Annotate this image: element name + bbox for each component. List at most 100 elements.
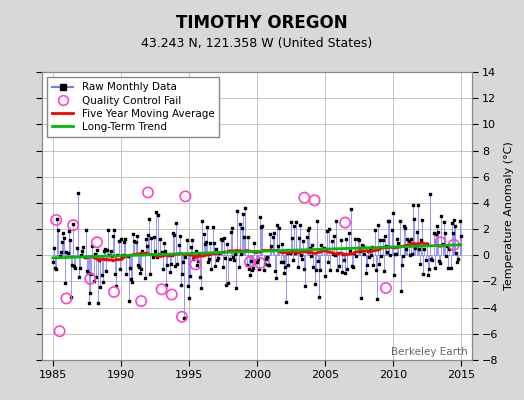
- Point: [83, 268, 91, 274]
- Point: [173, 261, 182, 268]
- Point: [395, 218, 403, 224]
- Point: [411, 245, 420, 252]
- Point: [261, 256, 270, 262]
- Point: [53, 216, 61, 222]
- Point: [191, 248, 200, 254]
- Point: [252, 259, 260, 266]
- Point: [445, 245, 454, 252]
- Point: [331, 252, 339, 258]
- Point: [447, 220, 456, 227]
- Point: [342, 236, 351, 242]
- Point: [443, 243, 451, 250]
- Point: [282, 299, 290, 306]
- Point: [164, 252, 172, 258]
- Point: [224, 280, 233, 286]
- Point: [121, 236, 129, 242]
- Point: [420, 246, 429, 252]
- Point: [223, 241, 232, 247]
- Point: [351, 236, 359, 242]
- Point: [132, 238, 140, 245]
- Point: [159, 266, 167, 272]
- Point: [379, 268, 388, 275]
- Point: [134, 262, 142, 268]
- Point: [322, 246, 330, 253]
- Point: [433, 222, 441, 229]
- Point: [326, 267, 335, 274]
- Point: [104, 226, 113, 233]
- Point: [150, 248, 159, 254]
- Point: [444, 264, 452, 271]
- Point: [86, 290, 94, 296]
- Point: [300, 194, 309, 201]
- Point: [232, 285, 241, 292]
- Point: [233, 208, 242, 214]
- Point: [195, 250, 203, 257]
- Point: [297, 252, 305, 258]
- Point: [95, 257, 103, 264]
- Point: [110, 227, 118, 233]
- Point: [157, 286, 166, 292]
- Point: [274, 242, 282, 249]
- Point: [422, 241, 431, 247]
- Point: [199, 230, 208, 237]
- Point: [291, 250, 300, 256]
- Point: [392, 250, 400, 257]
- Point: [81, 227, 90, 234]
- Point: [365, 254, 373, 261]
- Point: [306, 245, 314, 251]
- Point: [72, 244, 81, 251]
- Point: [357, 295, 365, 302]
- Point: [303, 226, 312, 233]
- Point: [266, 231, 275, 238]
- Point: [436, 260, 444, 266]
- Point: [137, 266, 145, 272]
- Point: [169, 229, 177, 236]
- Point: [163, 262, 171, 268]
- Point: [332, 218, 340, 225]
- Point: [245, 266, 253, 272]
- Point: [345, 248, 354, 255]
- Point: [106, 248, 115, 254]
- Point: [289, 257, 297, 263]
- Point: [302, 234, 311, 241]
- Point: [378, 237, 387, 244]
- Point: [73, 190, 82, 196]
- Point: [215, 250, 224, 256]
- Point: [383, 248, 391, 255]
- Point: [427, 256, 435, 262]
- Point: [363, 262, 371, 268]
- Point: [92, 274, 100, 280]
- Point: [85, 300, 93, 306]
- Point: [286, 250, 294, 256]
- Point: [397, 288, 405, 294]
- Point: [208, 266, 216, 272]
- Point: [138, 248, 147, 254]
- Point: [243, 262, 251, 268]
- Point: [197, 285, 205, 292]
- Point: [97, 272, 106, 278]
- Point: [386, 252, 395, 258]
- Point: [111, 271, 119, 277]
- Point: [247, 258, 255, 264]
- Point: [413, 202, 422, 208]
- Point: [432, 230, 440, 237]
- Point: [373, 296, 381, 302]
- Point: [180, 315, 189, 321]
- Point: [128, 278, 136, 285]
- Point: [160, 240, 168, 246]
- Point: [449, 230, 457, 236]
- Point: [339, 250, 347, 257]
- Point: [377, 253, 386, 259]
- Point: [102, 268, 110, 274]
- Point: [149, 234, 158, 240]
- Point: [410, 216, 419, 222]
- Point: [374, 222, 382, 228]
- Point: [114, 238, 123, 244]
- Point: [388, 210, 397, 216]
- Point: [64, 228, 73, 234]
- Point: [130, 238, 138, 244]
- Point: [201, 241, 209, 247]
- Point: [304, 225, 313, 231]
- Point: [453, 259, 462, 265]
- Title: 43.243 N, 121.358 W (United States): 43.243 N, 121.358 W (United States): [141, 37, 373, 50]
